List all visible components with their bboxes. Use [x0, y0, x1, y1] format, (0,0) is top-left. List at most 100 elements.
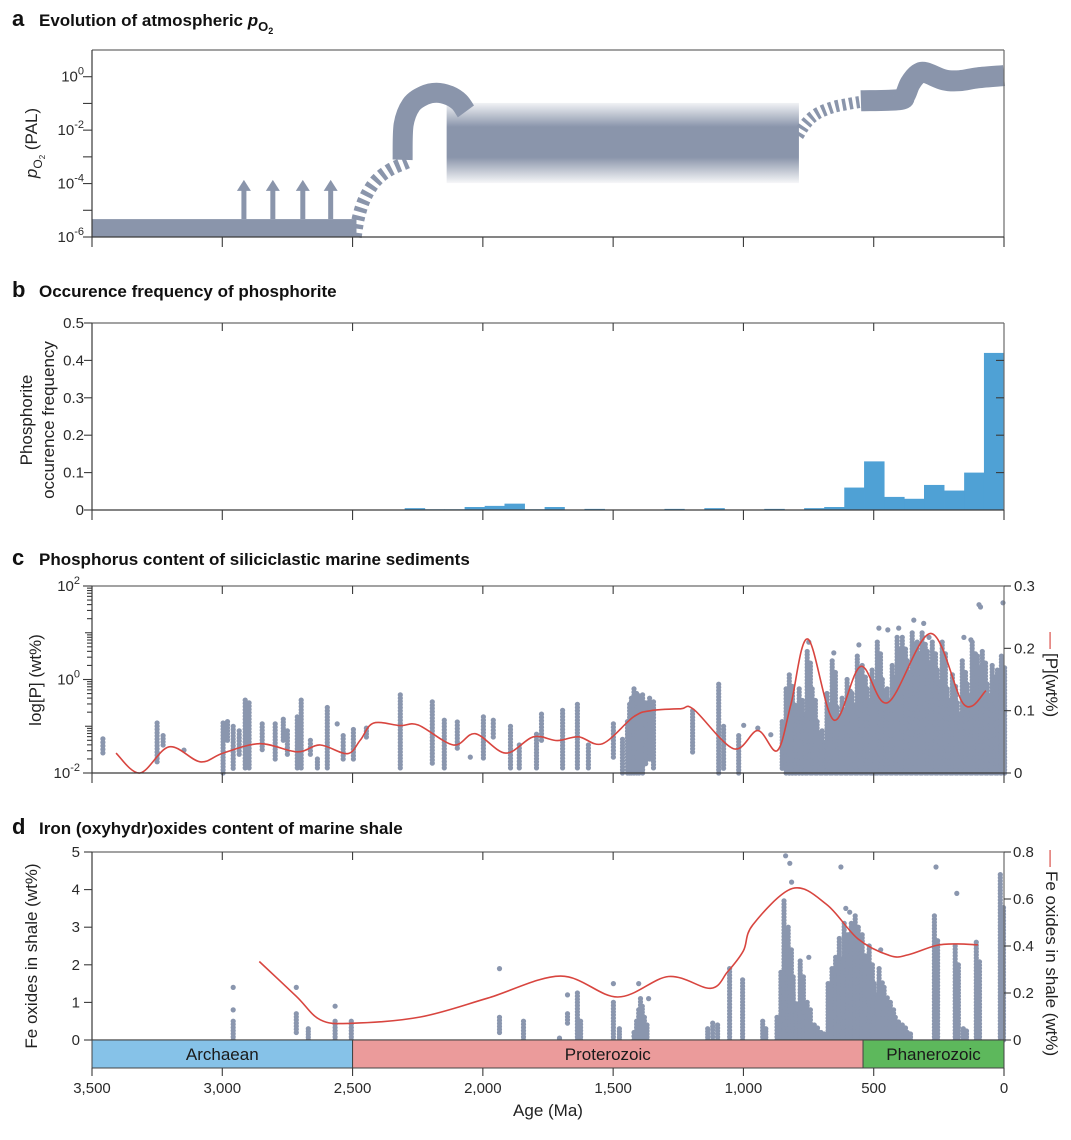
data-point: [879, 676, 885, 683]
data-point: [839, 695, 845, 701]
y-tick-label-right: 0.2: [1014, 640, 1035, 657]
data-point: [800, 974, 807, 980]
panel-d-letter: d: [12, 814, 25, 839]
data-point: [977, 604, 984, 610]
data-point: [538, 711, 545, 717]
data-point: [650, 699, 657, 705]
data-point: [760, 1018, 766, 1024]
data-point: [911, 617, 917, 623]
panel-d-y-axis-label: Fe oxides in shale (wt%): [22, 863, 41, 1048]
data-point: [280, 716, 286, 722]
data-point: [909, 630, 915, 636]
panel-a-ylabel-subsub: 2: [38, 154, 47, 159]
data-point: [832, 669, 839, 676]
panel-d-title: Iron (oxyhydr)oxides content of marine s…: [39, 819, 403, 838]
data-point: [242, 697, 248, 703]
data-point: [854, 653, 860, 659]
data-point: [790, 992, 796, 998]
histogram-bar: [704, 508, 725, 510]
data-point: [799, 700, 805, 706]
data-point: [710, 1020, 716, 1026]
y-tick-label: 0: [76, 502, 84, 519]
data-point: [610, 721, 617, 727]
data-point: [982, 660, 989, 666]
data-point: [962, 669, 969, 676]
data-point: [804, 999, 810, 1006]
panel-d-right-y-axis-label: —Fe oxides in shale (wt%): [1042, 850, 1061, 1056]
data-point: [864, 686, 870, 692]
panel-b-y-axis-label-line2: occurence frequency: [39, 341, 58, 499]
data-point: [641, 1014, 648, 1021]
archaean-po2-band: [92, 219, 357, 237]
data-point: [944, 686, 950, 692]
data-point: [454, 719, 460, 725]
panel-d-plot-area: [230, 853, 1007, 1043]
data-point: [877, 651, 884, 657]
data-point: [755, 725, 761, 731]
data-point: [929, 639, 935, 645]
data-point: [640, 692, 646, 698]
tick-label-base: 10: [58, 229, 75, 246]
tick-label-exponent: -2: [70, 762, 80, 774]
histogram-bar: [484, 505, 505, 510]
data-point: [715, 1022, 721, 1028]
tick-label-exponent: -6: [74, 226, 84, 238]
data-point: [307, 737, 313, 743]
panel-a-title-subsub: 2: [268, 26, 273, 36]
tick-label-exponent: -2: [74, 119, 84, 131]
data-point: [889, 662, 895, 669]
data-point: [467, 754, 473, 760]
data-point: [334, 721, 340, 727]
panel-b-y-axis-label-line1: Phosphorite: [17, 375, 36, 466]
po2-whiff-arrow-shaft: [270, 188, 276, 220]
y-tick-label: 0.1: [63, 465, 84, 482]
data-point: [556, 1035, 563, 1041]
tick-label-base: 10: [58, 176, 75, 193]
data-point: [831, 650, 837, 656]
data-point: [768, 732, 774, 738]
data-point: [774, 1014, 780, 1021]
po2-whiff-arrow-shaft: [328, 188, 334, 220]
data-point: [154, 720, 160, 726]
data-point: [862, 674, 869, 680]
data-point: [979, 648, 985, 655]
tick-label-base: 10: [57, 578, 74, 595]
data-point: [507, 723, 514, 729]
data-point: [790, 974, 796, 980]
y-tick-label: 0.2: [63, 427, 84, 444]
up-arrow-icon: [295, 179, 310, 191]
data-point: [902, 646, 909, 652]
data-point: [884, 686, 890, 692]
data-point: [821, 1031, 827, 1037]
data-point: [230, 723, 236, 729]
panel-a-title: Evolution of atmospheric pO2: [39, 11, 273, 36]
data-point: [899, 634, 905, 641]
y-tick-label: 0.4: [63, 352, 84, 369]
po2-whiff-arrow-shaft: [300, 188, 306, 220]
data-point: [779, 719, 785, 725]
data-point: [741, 722, 747, 728]
data-point: [736, 733, 742, 739]
data-point: [272, 721, 278, 727]
panel-c-plot-area: [100, 600, 1008, 776]
data-point: [786, 672, 792, 678]
tick-label-exponent: -4: [74, 173, 84, 185]
y-tick-label: 10-2: [54, 762, 80, 782]
data-point: [585, 742, 592, 748]
y-tick-label: 100: [57, 669, 80, 689]
tick-label-exponent: 0: [74, 669, 80, 681]
data-point: [639, 1003, 645, 1009]
panel-b-axes: 00.10.20.30.40.5: [63, 315, 1005, 520]
panel-c-letter: c: [12, 545, 24, 570]
data-point: [849, 690, 855, 697]
data-point: [284, 728, 290, 734]
data-point: [974, 653, 981, 659]
data-point: [833, 954, 839, 960]
data-point: [340, 733, 346, 739]
data-point: [844, 676, 850, 683]
data-point: [922, 641, 928, 648]
tick-label-exponent: 2: [74, 575, 80, 587]
data-point: [874, 639, 880, 645]
